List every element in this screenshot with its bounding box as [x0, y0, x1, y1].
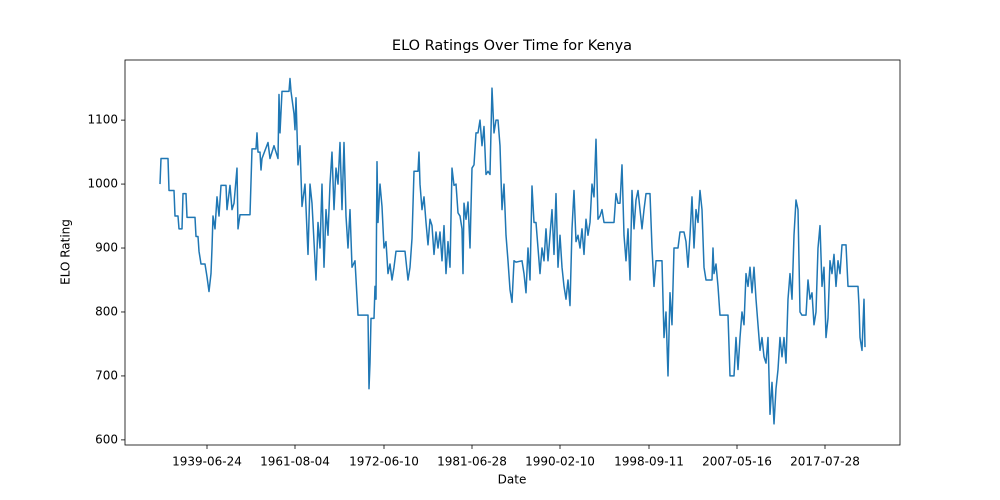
y-tick-label: 800 — [95, 304, 118, 318]
x-tick-label: 2017-07-28 — [790, 455, 860, 469]
x-tick-label: 1998-09-11 — [614, 455, 684, 469]
y-tick-label: 900 — [95, 241, 118, 255]
axes-frame — [124, 59, 901, 446]
x-tick-label: 1939-06-24 — [172, 455, 242, 469]
y-tick-label: 700 — [95, 368, 118, 382]
x-tick-label: 1981-06-28 — [437, 455, 507, 469]
y-axis-label: ELO Rating — [59, 219, 73, 285]
x-tick-label: 1990-02-10 — [525, 455, 595, 469]
x-tick-label: 1972-06-10 — [349, 455, 419, 469]
x-tick-label: 1961-08-04 — [260, 455, 330, 469]
x-tick-label: 2007-05-16 — [702, 455, 772, 469]
data-line — [159, 77, 866, 425]
y-tick-label: 1100 — [87, 113, 118, 127]
y-tick-label: 600 — [95, 432, 118, 446]
x-axis-label: Date — [498, 473, 527, 487]
y-tick-label: 1000 — [87, 177, 118, 191]
chart-title: ELO Ratings Over Time for Kenya — [392, 38, 632, 54]
plot-area — [159, 77, 866, 425]
